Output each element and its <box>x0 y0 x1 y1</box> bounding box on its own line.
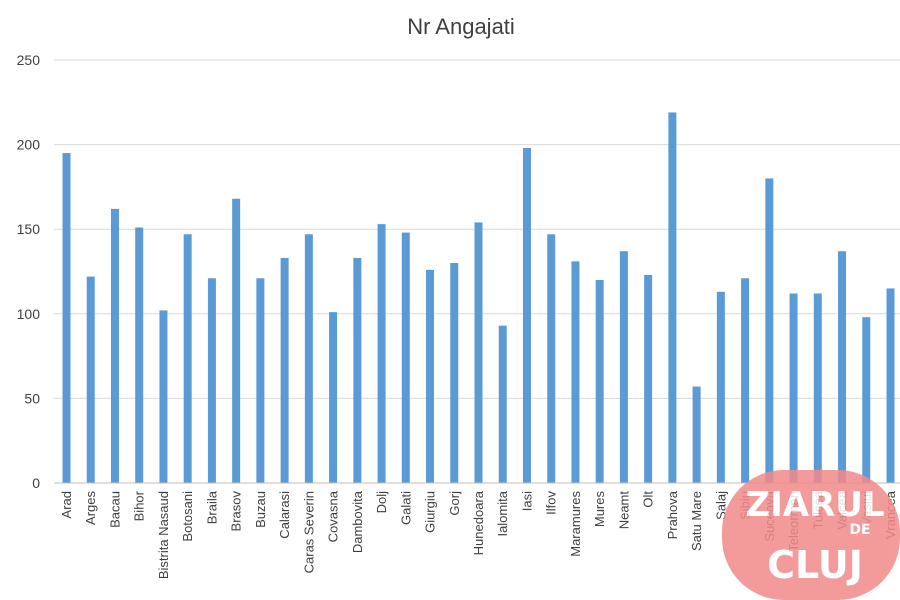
y-tick-label: 50 <box>24 390 40 406</box>
bar-satu-mare <box>692 386 701 483</box>
x-tick-label: Braila <box>204 490 219 524</box>
bar-galati <box>401 232 410 483</box>
bar-ialomita <box>498 325 507 483</box>
watermark-line1: ZIARUL <box>745 485 884 525</box>
bar-hunedoara <box>474 222 483 483</box>
y-tick-label: 200 <box>17 137 41 153</box>
bar-maramures <box>571 261 580 483</box>
x-tick-label: Satu Mare <box>689 491 704 551</box>
y-tick-label: 250 <box>17 52 41 68</box>
bar-bacau <box>110 208 119 483</box>
bars <box>62 112 895 484</box>
chart-title: Nr Angajati <box>407 14 515 39</box>
bar-valcea <box>838 251 847 483</box>
x-tick-label: Bihor <box>132 490 147 521</box>
x-tick-label: Brasov <box>229 491 244 532</box>
bar-ilfov <box>547 234 556 483</box>
x-tick-label: Dolj <box>374 491 389 514</box>
bar-bihor <box>135 227 144 483</box>
bar-caras-severin <box>304 234 313 483</box>
bar-arges <box>86 276 95 483</box>
x-tick-label: Covasna <box>326 490 341 542</box>
watermark-circle <box>722 470 900 600</box>
x-tick-label: Bistrita Nasaud <box>156 491 171 579</box>
y-tick-label: 0 <box>32 475 40 491</box>
bar-teleorman <box>789 293 798 483</box>
bar-buzau <box>256 278 265 483</box>
bar-botosani <box>183 234 192 483</box>
x-tick-label: Olt <box>641 491 656 508</box>
x-tick-label: Dambovita <box>350 490 365 553</box>
bar-suceava <box>765 178 774 483</box>
watermark-line2: DE <box>849 522 870 538</box>
x-tick-label: Ialomita <box>495 490 510 536</box>
watermark-logo: ZIARUL DE CLUJ <box>722 470 900 600</box>
x-tick-label: Gorj <box>447 491 462 516</box>
x-tick-label: Mures <box>592 491 607 528</box>
bar-vasiui <box>862 317 871 483</box>
x-tick-label: Iasi <box>519 491 534 511</box>
bar-tulcea <box>813 293 822 483</box>
y-tick-label: 100 <box>17 306 41 322</box>
x-tick-label: Maramures <box>568 491 583 557</box>
bar-braila <box>207 278 216 483</box>
y-tick-label: 150 <box>17 221 41 237</box>
x-tick-label: Prahova <box>665 490 680 539</box>
x-tick-label: Hunedoara <box>471 490 486 555</box>
bar-dolj <box>377 224 386 483</box>
x-tick-label: Giurgiu <box>423 491 438 533</box>
x-tick-label: Bacau <box>107 491 122 528</box>
x-tick-label: Buzau <box>253 491 268 528</box>
bar-gorj <box>450 263 459 483</box>
x-tick-label: Botosani <box>180 491 195 542</box>
watermark-line3: CLUJ <box>767 543 863 587</box>
bar-brasov <box>232 198 241 483</box>
bar-calarasi <box>280 257 289 483</box>
y-axis-ticks: 0 50 100 150 200 250 <box>17 52 41 491</box>
bar-covasna <box>329 312 338 483</box>
bar-giurgiu <box>426 269 435 483</box>
bar-arad <box>62 153 71 483</box>
bar-bistrita-nasaud <box>159 310 168 483</box>
x-tick-label: Arad <box>59 491 74 518</box>
x-tick-label: Neamt <box>616 491 631 530</box>
x-tick-label: Salaj <box>713 491 728 520</box>
bar-salaj <box>716 291 725 483</box>
bar-dambovita <box>353 257 362 483</box>
x-tick-label: Ilfov <box>544 491 559 515</box>
bar-prahova <box>668 112 677 484</box>
bar-iasi <box>522 147 531 483</box>
bar-mures <box>595 279 604 483</box>
bar-sibiu <box>741 278 750 483</box>
bar-neamt <box>619 251 628 483</box>
x-tick-label: Caras Severin <box>301 491 316 573</box>
x-tick-label: Arges <box>83 491 98 525</box>
bar-olt <box>644 274 653 483</box>
bar-vrancea <box>886 288 895 483</box>
x-tick-label: Galati <box>398 491 413 525</box>
x-tick-label: Calarasi <box>277 491 292 539</box>
